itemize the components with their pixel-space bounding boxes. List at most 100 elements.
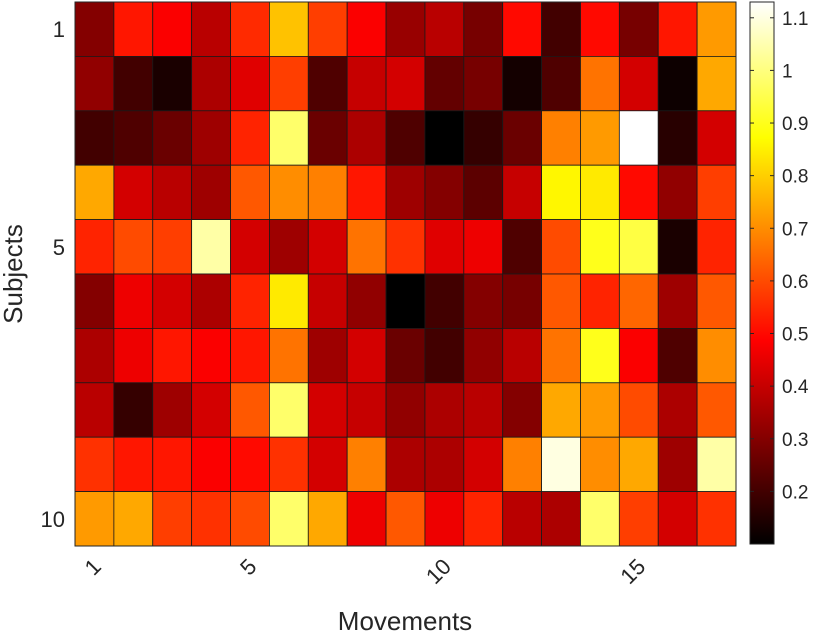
heatmap-cell [230,382,270,438]
heatmap-cell [696,110,737,166]
heatmap-cell [152,382,193,438]
heatmap-cell [346,436,387,493]
heatmap-cell [424,491,465,547]
heatmap-cell [269,436,309,493]
heatmap-cell [230,436,270,493]
heatmap-cell [152,110,193,166]
heatmap-cell [424,110,465,166]
heatmap-cell [618,327,659,384]
heatmap-cell [502,491,542,547]
heatmap-cell [269,110,309,166]
heatmap-cell [657,1,698,57]
heatmap-cell [269,164,309,220]
heatmap-cell [113,56,154,112]
heatmap-cell [463,219,504,275]
heatmap-cell [618,1,659,57]
plot-frame [74,1,737,547]
heatmap-cell [618,164,659,220]
heatmap-cell [580,273,620,329]
heatmap-cell [618,219,659,275]
heatmap-cell [152,327,193,384]
colorbar-tick-label: 0.6 [782,272,808,293]
colorbar-tick-label: 0.7 [782,219,808,240]
heatmap-cell [230,1,270,57]
heatmap-cell [502,382,542,438]
heatmap-cell [696,56,737,112]
heatmap-cell [463,436,504,493]
heatmap-cell [696,382,737,438]
x-tick-label: 5 [235,554,261,580]
colorbar-tick-label: 1.1 [782,9,808,30]
heatmap-cell [307,327,348,384]
heatmap-cell [541,1,581,57]
heatmap-cell [230,491,270,547]
heatmap-cell [541,56,581,112]
heatmap-cell [580,327,620,384]
heatmap-cell [385,436,426,493]
heatmap-cell [696,164,737,220]
colorbar-tick-label: 0.5 [782,325,808,346]
heatmap-cell [191,273,231,329]
heatmap-cell [657,491,698,547]
heatmap-cell [541,273,581,329]
colorbar-tick-label: 0.3 [782,430,808,451]
colorbar-tick-label: 0.8 [782,167,808,188]
heatmap-cell [230,219,270,275]
heatmap-cell [230,110,270,166]
heatmap-cell [346,164,387,220]
heatmap-cell [385,273,426,329]
heatmap-cell [191,56,231,112]
heatmap-cell [657,327,698,384]
heatmap-cell [269,56,309,112]
heatmap-cell [580,164,620,220]
heatmap-cell [230,56,270,112]
heatmap-cell [346,327,387,384]
colorbar [749,1,775,545]
heatmap-cell [385,56,426,112]
heatmap-cell [152,436,193,493]
heatmap-cell [191,382,231,438]
heatmap-cell [424,273,465,329]
heatmap-cell [424,56,465,112]
heatmap-cell [346,110,387,166]
heatmap-cell [385,491,426,547]
heatmap-cell [74,273,115,329]
colorbar-tick-label: 1 [782,61,793,82]
heatmap-cell [74,56,115,112]
heatmap-cell [74,327,115,384]
heatmap-cell [346,219,387,275]
heatmap-cell [385,382,426,438]
heatmap-cell [152,56,193,112]
heatmap-cell [230,164,270,220]
heatmap-cell [541,164,581,220]
heatmap-cell [191,219,231,275]
heatmap-cell [502,56,542,112]
heatmap-cell [74,436,115,493]
y-tick-label: 1 [53,17,65,42]
heatmap-cell [696,273,737,329]
heatmap-cell [385,110,426,166]
heatmap-cell [657,436,698,493]
heatmap-cell [580,436,620,493]
heatmap-cell [152,1,193,57]
heatmap-cell [307,273,348,329]
heatmap-cell [424,1,465,57]
heatmap-cell [580,1,620,57]
heatmap-cell [424,219,465,275]
heatmap-cell [113,219,154,275]
heatmap-cell [74,110,115,166]
heatmap-cell [269,219,309,275]
heatmap-cell [463,273,504,329]
heatmap-cell [113,382,154,438]
heatmap-cell [113,273,154,329]
heatmap-cell [696,1,737,57]
heatmap-cell [463,1,504,57]
heatmap-cells [74,1,737,547]
heatmap-cell [74,1,115,57]
heatmap-cell [346,382,387,438]
x-tick-label: 10 [421,554,456,589]
heatmap-cell [191,327,231,384]
heatmap-cell [541,436,581,493]
